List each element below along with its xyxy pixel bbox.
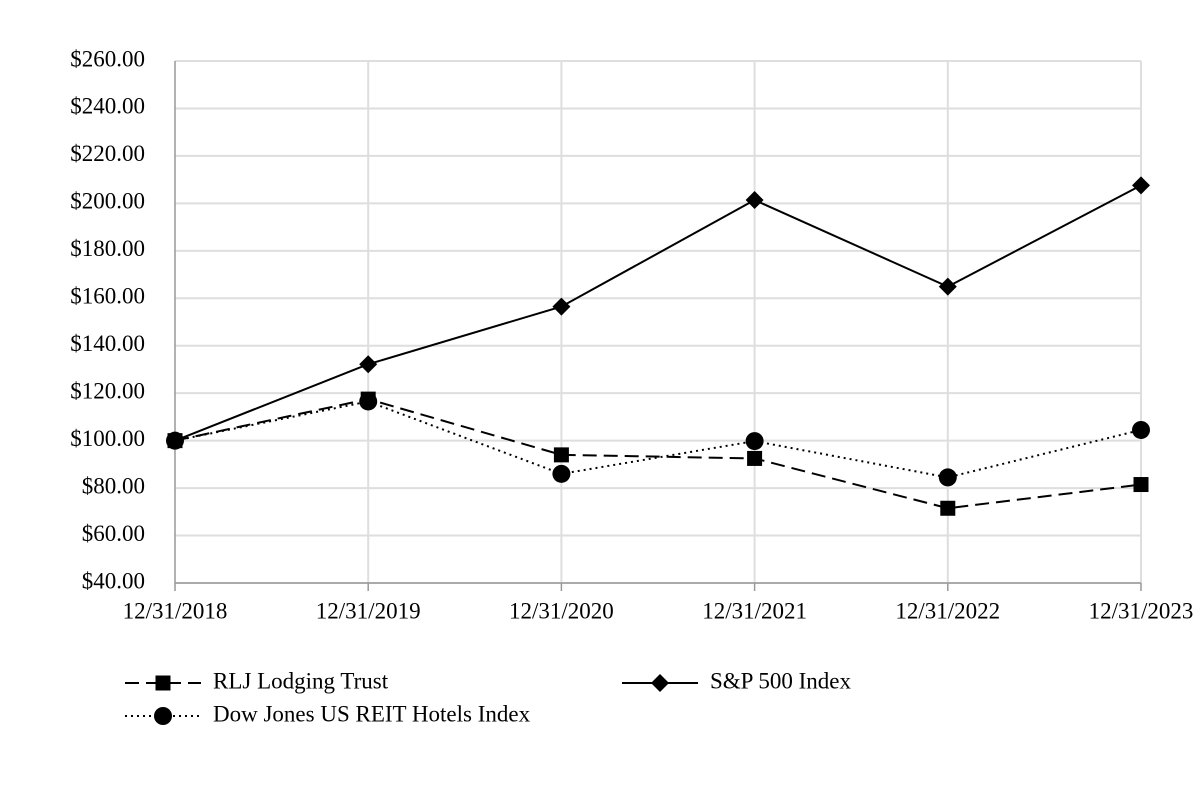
y-tick-label: $60.00: [82, 521, 145, 546]
x-tick-label: 12/31/2022: [895, 598, 1000, 623]
x-tick-label: 12/31/2019: [316, 598, 421, 623]
marker: [1133, 477, 1149, 493]
legend-label: RLJ Lodging Trust: [213, 668, 389, 693]
series-line: [174, 398, 1142, 510]
marker: [1132, 420, 1150, 439]
marker: [166, 431, 184, 450]
marker: [1132, 176, 1150, 195]
marker: [745, 432, 764, 451]
marker: [552, 297, 571, 316]
series-line: [174, 400, 1142, 479]
marker: [938, 468, 957, 487]
marker: [940, 500, 956, 516]
marker: [745, 191, 764, 210]
x-tick-label: 12/31/2023: [1089, 598, 1194, 623]
y-tick-label: $40.00: [82, 568, 145, 593]
series-line: [174, 184, 1142, 442]
y-tick-label: $180.00: [70, 236, 145, 261]
marker: [359, 355, 378, 374]
marker: [553, 447, 569, 463]
x-tick-label: 12/31/2018: [123, 598, 228, 623]
legend-label: Dow Jones US REIT Hotels Index: [213, 701, 531, 726]
marker: [747, 450, 763, 466]
legend-label: S&P 500 Index: [710, 668, 851, 693]
marker: [359, 392, 378, 411]
y-tick-label: $100.00: [70, 426, 145, 451]
x-tick-label: 12/31/2021: [702, 598, 807, 623]
marker: [552, 464, 571, 483]
marker: [938, 277, 957, 296]
y-tick-label: $260.00: [70, 46, 145, 71]
marker: [154, 707, 172, 725]
y-tick-label: $140.00: [70, 331, 145, 356]
y-tick-label: $160.00: [70, 284, 145, 309]
y-tick-label: $80.00: [82, 473, 145, 498]
x-tick-label: 12/31/2020: [509, 598, 614, 623]
y-tick-label: $240.00: [70, 94, 145, 119]
marker: [651, 674, 669, 692]
y-tick-label: $200.00: [70, 189, 145, 214]
y-tick-label: $220.00: [70, 141, 145, 166]
marker: [155, 675, 171, 691]
y-tick-label: $120.00: [70, 378, 145, 403]
